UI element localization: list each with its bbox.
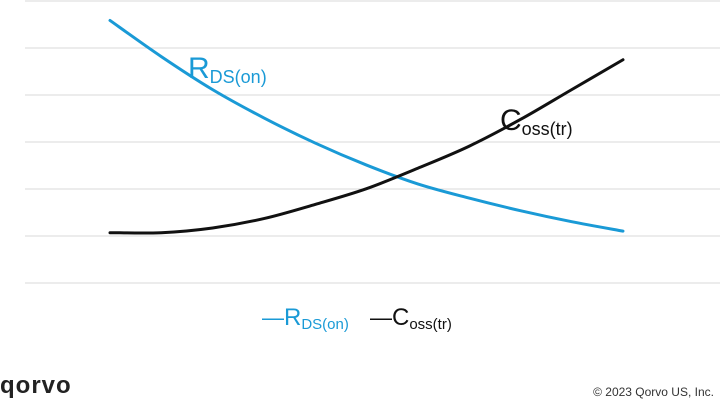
series-label-rdson-main: R bbox=[188, 52, 210, 85]
chart-legend: —RDS(on) —Coss(tr) bbox=[262, 304, 452, 333]
chart-grid bbox=[25, 0, 720, 284]
series-line-rdson bbox=[108, 18, 625, 233]
series-label-cosstr-main: C bbox=[500, 104, 522, 137]
series-label-cosstr-sub: oss(tr) bbox=[522, 119, 573, 139]
chart-series bbox=[108, 18, 625, 235]
legend-sub-cosstr: oss(tr) bbox=[409, 316, 452, 333]
qorvo-logo: qorvo bbox=[0, 372, 72, 399]
series-label-rdson: RDS(on) bbox=[188, 52, 267, 87]
legend-item-rdson: —RDS(on) bbox=[262, 304, 349, 333]
chart-series-labels: RDS(on) Coss(tr) bbox=[188, 52, 573, 139]
legend-marker-rdson: — bbox=[262, 305, 284, 330]
legend-marker-cosstr: — bbox=[370, 305, 392, 330]
legend-main-rdson: R bbox=[284, 304, 301, 331]
series-label-cosstr: Coss(tr) bbox=[500, 104, 573, 139]
series-line-cosstr bbox=[108, 58, 625, 235]
copyright-text: © 2023 Qorvo US, Inc. bbox=[593, 385, 714, 399]
series-label-rdson-sub: DS(on) bbox=[210, 67, 267, 87]
legend-item-cosstr: —Coss(tr) bbox=[370, 304, 452, 333]
legend-sub-rdson: DS(on) bbox=[301, 316, 349, 333]
legend-main-cosstr: C bbox=[392, 304, 409, 331]
